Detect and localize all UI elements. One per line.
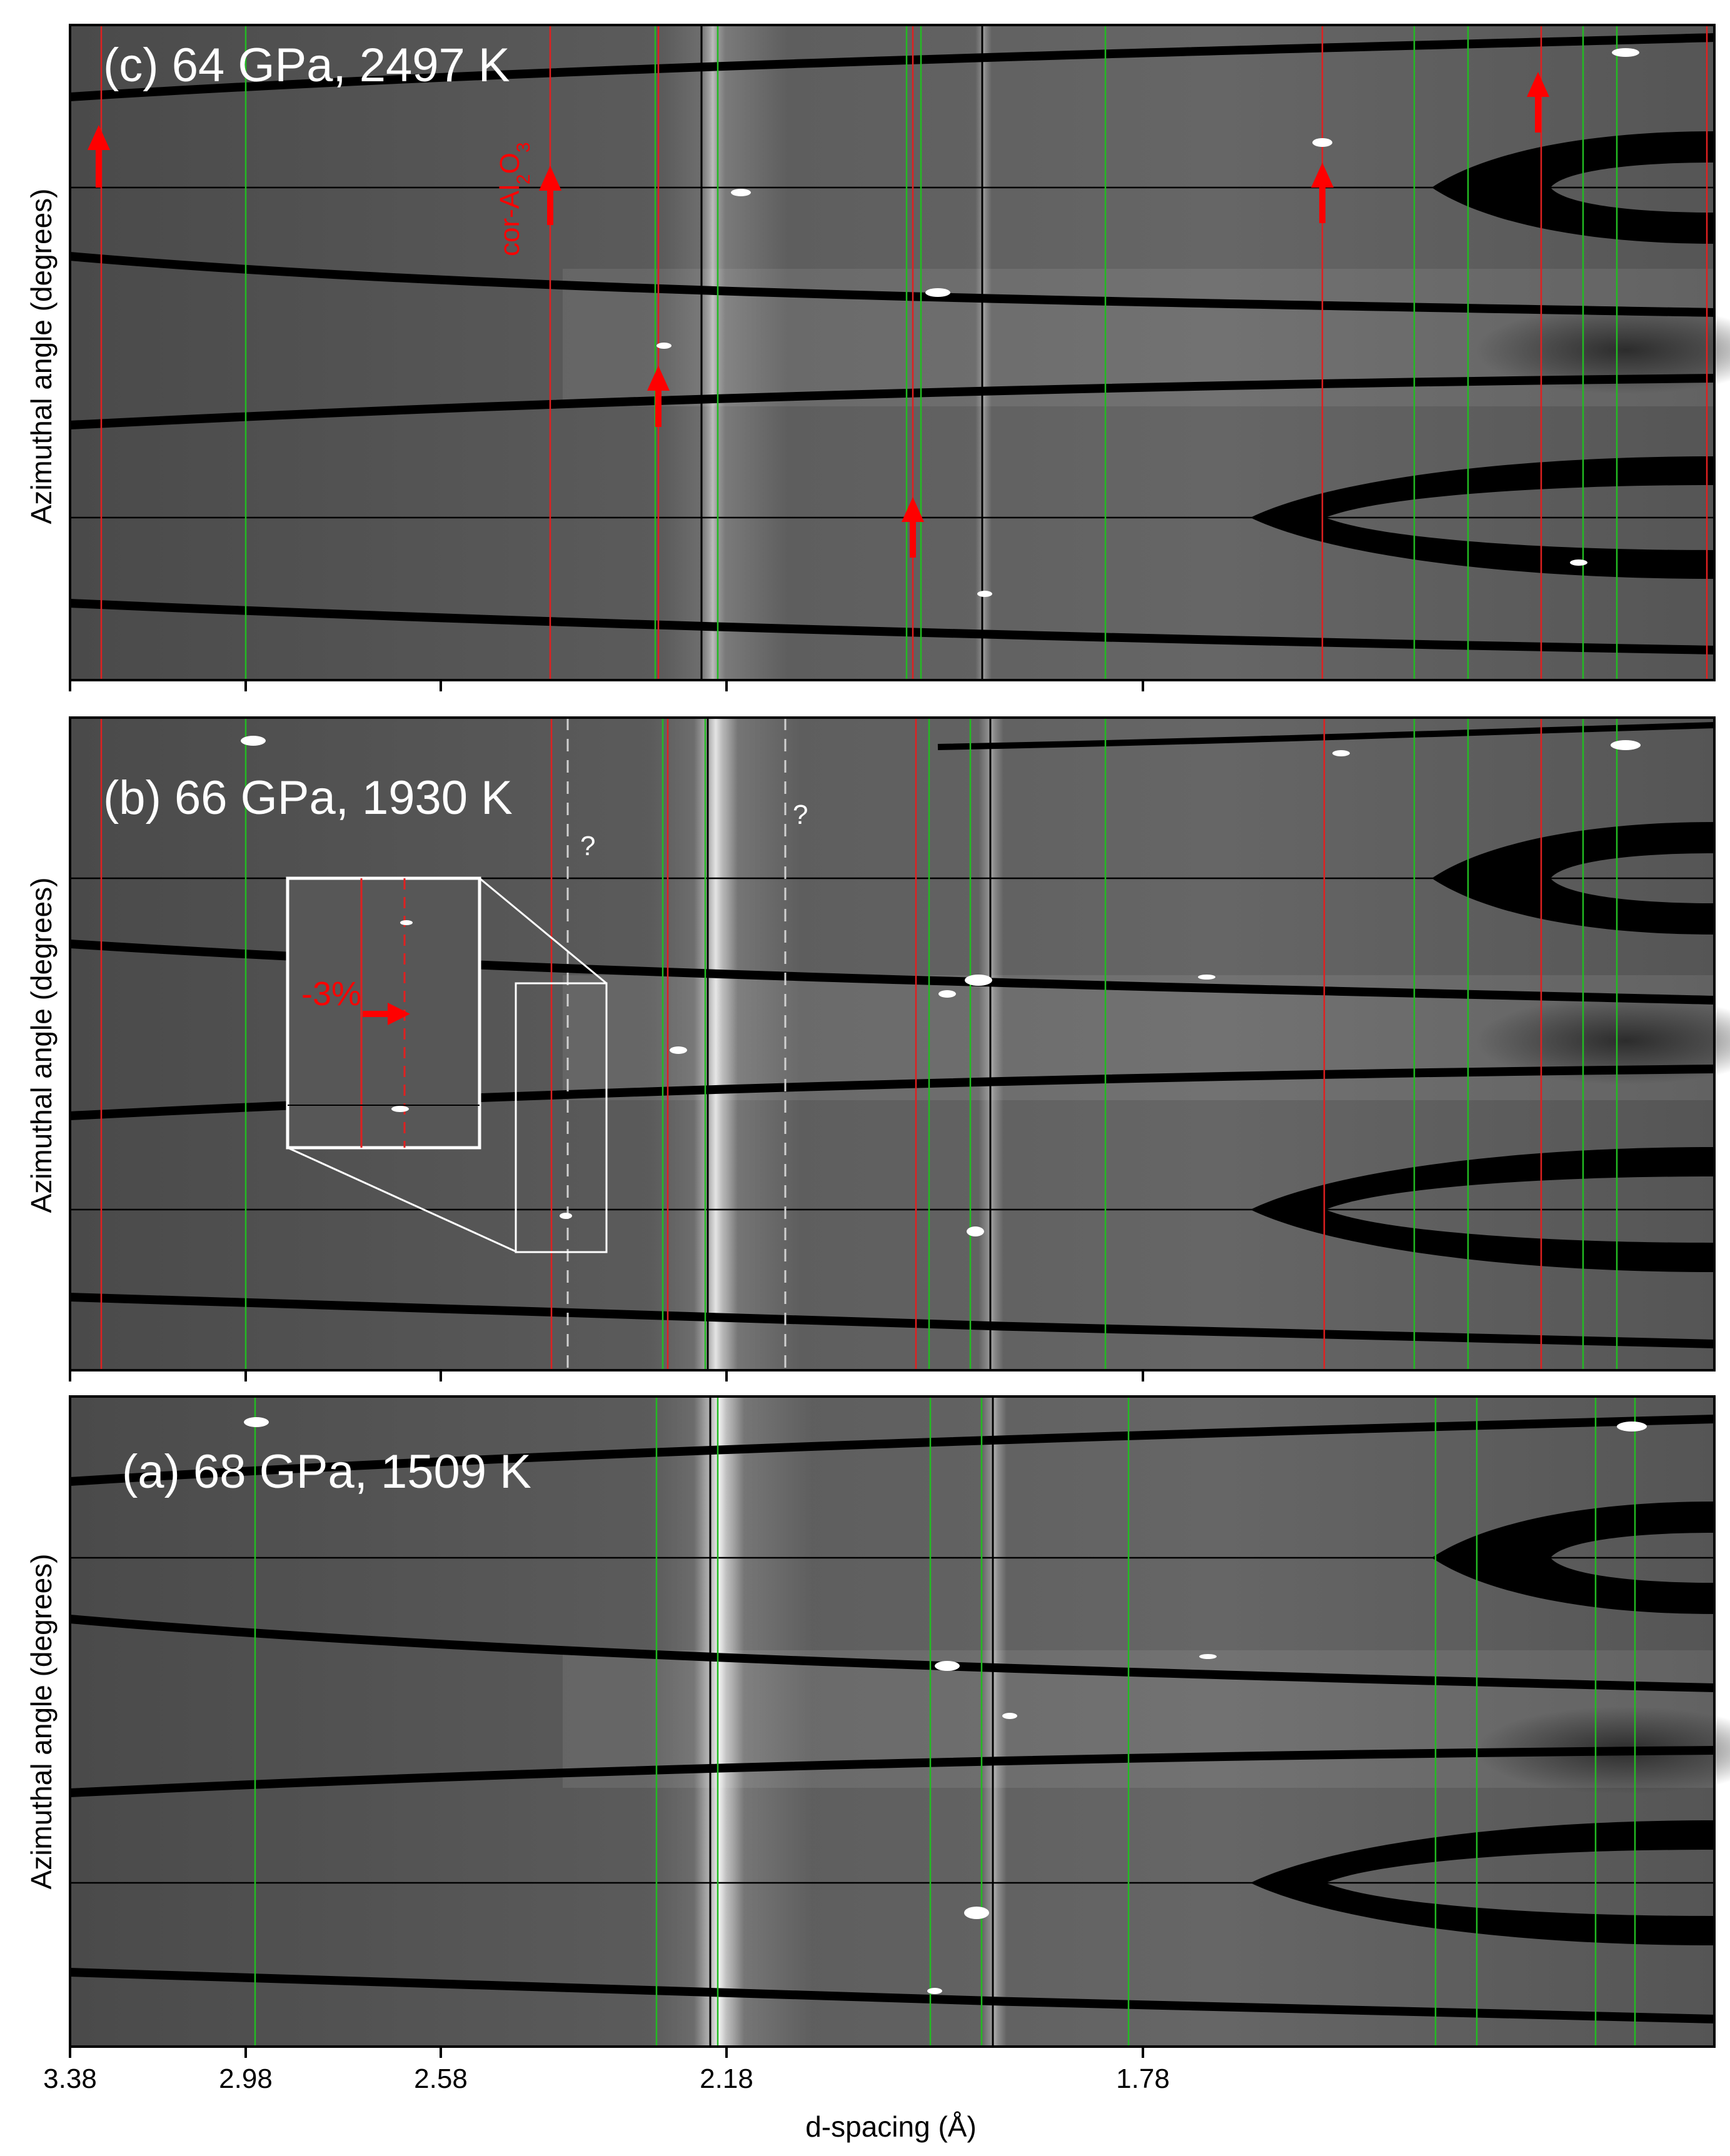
panel-a-image — [70, 1396, 1714, 2047]
inset-spot-2 — [391, 1106, 409, 1112]
panel-b-frame — [69, 716, 1716, 1371]
panel-a-title: (a) 68 GPa, 1509 K — [122, 1445, 531, 1498]
arrow-5 — [1311, 163, 1334, 223]
panel-b-mask-bulge-2 — [1250, 1147, 1714, 1272]
panel-c-ylabel: Azimuthal angle (degrees) — [25, 189, 58, 524]
panel-b-bright-streak — [694, 718, 738, 1370]
panel-c-mask-curve-1 — [69, 33, 1715, 101]
panel-b-dark-region — [1476, 997, 1730, 1085]
panel-c-mask-bulge-2 — [1250, 456, 1714, 579]
panel-a-mask-bulge-1 — [1432, 1502, 1714, 1614]
panel-b: ? ? -3% (b) 66 GPa, 1930 K Azimuthal ang… — [25, 716, 1730, 1381]
panel-c-spots — [656, 48, 1639, 597]
panel-a-frame — [69, 1395, 1716, 2048]
xtick-label-5: 1.78 — [1116, 2063, 1170, 2094]
inset: -3% — [286, 876, 608, 1253]
panel-a-mask-curve-3 — [69, 1746, 1715, 1797]
panel-b-black-lines — [707, 718, 992, 1370]
panel-c-xticks — [69, 680, 1144, 691]
panel-c-title: (c) 64 GPa, 2497 K — [103, 39, 510, 92]
panel-c-dark-region — [1476, 306, 1730, 394]
panel-c-mask-bulge-1 — [1432, 131, 1714, 244]
panel-a-mask-curve-4 — [69, 1968, 1715, 2023]
panel-a-bright-streak — [694, 1396, 744, 2047]
inset-shift-arrow — [363, 1003, 410, 1025]
panel-b-mask-bulge-1 — [1432, 822, 1714, 935]
x-axis-label: d-spacing (Å) — [805, 2110, 977, 2143]
panel-c-streak-2 — [975, 25, 992, 680]
panel-c: (c) 64 GPa, 2497 K Azimuthal angle (degr… — [25, 24, 1730, 691]
panel-c-image — [70, 25, 1714, 680]
panel-a-ylabel: Azimuthal angle (degrees) — [25, 1554, 58, 1890]
panel-a-xticks — [69, 2047, 1144, 2058]
inset-connector-bottom — [287, 1146, 516, 1253]
xtick-label-3: 2.58 — [414, 2063, 468, 2094]
question-mark-2: ? — [793, 800, 808, 830]
xtick-label-2: 2.98 — [219, 2063, 273, 2094]
panel-a-green-lines — [254, 1396, 1636, 2047]
inset-connector-top — [479, 877, 607, 985]
panel-a-mask-bulge-2 — [1250, 1820, 1714, 1945]
panel-a-spots — [244, 1417, 1647, 1994]
arrow-3 — [647, 366, 670, 427]
panel-c-frame — [69, 24, 1716, 681]
inset-spot-1 — [400, 920, 413, 925]
panel-c-bright-streak — [700, 25, 725, 680]
arrow-6 — [1527, 72, 1549, 133]
panel-c-green-lines — [244, 25, 1618, 680]
panel-b-xticks — [69, 1370, 1144, 1381]
arrow-2 — [539, 166, 561, 225]
panel-b-spots — [241, 736, 1641, 1236]
panel-c-mask-curve-3 — [69, 374, 1715, 429]
panel-c-mask-curve-4 — [69, 599, 1715, 654]
panel-b-dashed-lines — [566, 718, 787, 1370]
question-mark-1: ? — [580, 831, 595, 861]
arrow-1 — [88, 125, 110, 188]
inset-source-box — [515, 982, 608, 1253]
xtick-label-1: 3.38 — [43, 2063, 97, 2094]
panel-a-black-lines — [709, 1396, 994, 2047]
xtick-label-4: 2.18 — [700, 2063, 753, 2094]
panel-a: (a) 68 GPa, 1509 K Azimuthal angle (degr… — [25, 1395, 1730, 2143]
panel-b-mask-curve-3 — [69, 1293, 1715, 1348]
cor-al2o3-label: cor-Al2O3 — [495, 142, 534, 256]
panel-c-black-lines — [700, 25, 983, 680]
panel-a-streak-2 — [982, 1396, 1007, 2047]
arrow-4 — [902, 497, 924, 558]
panel-b-green-lines — [244, 718, 1618, 1370]
panel-a-mask-curve-2 — [69, 1615, 1715, 1692]
panel-b-red-lines — [100, 718, 1542, 1370]
panel-b-ylabel: Azimuthal angle (degrees) — [25, 878, 58, 1213]
panel-a-mask-curve-1 — [69, 1415, 1715, 1486]
panel-c-arrows — [88, 72, 1549, 558]
panel-c-mask-curve-2 — [69, 252, 1715, 317]
panel-b-title: (b) 66 GPa, 1930 K — [103, 771, 513, 825]
inset-shift-label: -3% — [301, 975, 361, 1013]
